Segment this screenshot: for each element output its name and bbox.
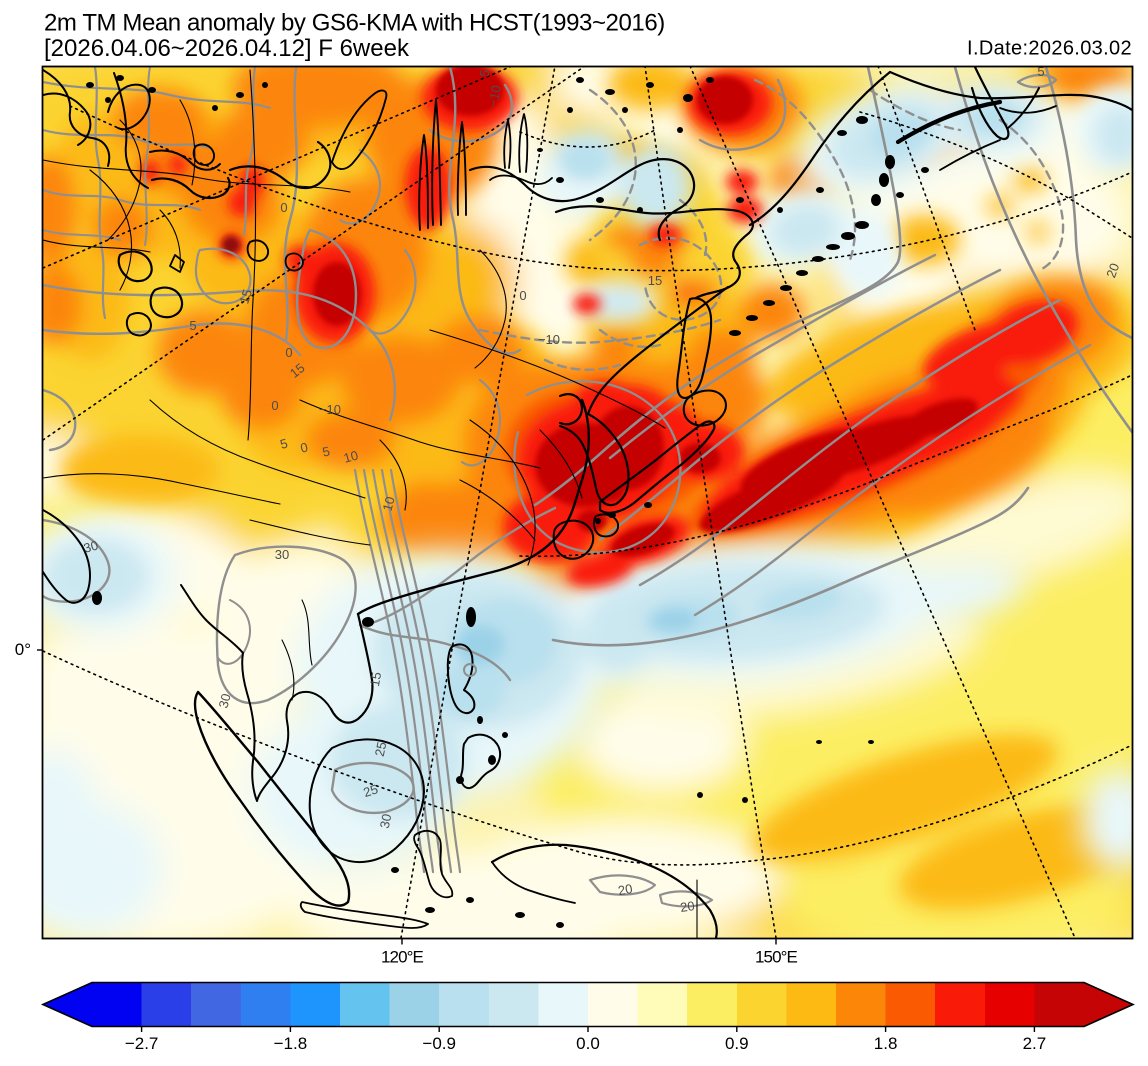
svg-text:20: 20 [679, 898, 695, 915]
svg-text:0: 0 [519, 288, 526, 303]
svg-text:15: 15 [367, 671, 384, 688]
svg-text:25: 25 [372, 740, 390, 757]
svg-text:I.Date:2026.03.02: I.Date:2026.03.02 [967, 37, 1132, 59]
svg-text:10: 10 [342, 448, 360, 466]
svg-text:0.9: 0.9 [725, 1034, 749, 1053]
svg-text:15: 15 [236, 287, 255, 305]
svg-text:−10: −10 [485, 84, 504, 108]
svg-text:[2026.04.06~2026.04.12] F 6wee: [2026.04.06~2026.04.12] F 6week [44, 35, 410, 62]
svg-text:2m TM Mean anomaly by GS6-KMA: 2m TM Mean anomaly by GS6-KMA with HCST(… [44, 10, 665, 37]
svg-text:20: 20 [1103, 261, 1122, 280]
svg-text:5: 5 [321, 444, 331, 460]
svg-text:5: 5 [189, 318, 196, 333]
svg-text:5: 5 [278, 435, 289, 451]
svg-text:0: 0 [299, 440, 309, 456]
svg-text:0.0: 0.0 [576, 1034, 600, 1053]
svg-text:15: 15 [648, 273, 662, 288]
svg-text:25: 25 [361, 781, 379, 800]
svg-text:5: 5 [1037, 64, 1044, 79]
svg-text:−0.9: −0.9 [422, 1034, 456, 1053]
svg-text:150°E: 150°E [755, 948, 798, 967]
svg-text:120°E: 120°E [381, 948, 424, 967]
svg-text:−10: −10 [538, 332, 560, 347]
svg-text:−10: −10 [319, 402, 341, 417]
svg-text:2.7: 2.7 [1023, 1034, 1047, 1053]
svg-text:0: 0 [285, 345, 292, 360]
svg-text:10: 10 [380, 495, 398, 513]
svg-text:30: 30 [216, 692, 234, 710]
svg-text:30: 30 [82, 538, 100, 556]
svg-text:5: 5 [477, 68, 493, 78]
svg-text:30: 30 [275, 547, 289, 562]
svg-text:−2.7: −2.7 [125, 1034, 159, 1053]
svg-text:0: 0 [271, 398, 278, 413]
svg-text:−1.8: −1.8 [274, 1034, 308, 1053]
svg-text:0: 0 [280, 200, 287, 215]
svg-text:20: 20 [617, 881, 634, 898]
svg-text:30: 30 [377, 812, 395, 829]
svg-text:0°: 0° [15, 640, 31, 659]
svg-text:1.8: 1.8 [874, 1034, 898, 1053]
